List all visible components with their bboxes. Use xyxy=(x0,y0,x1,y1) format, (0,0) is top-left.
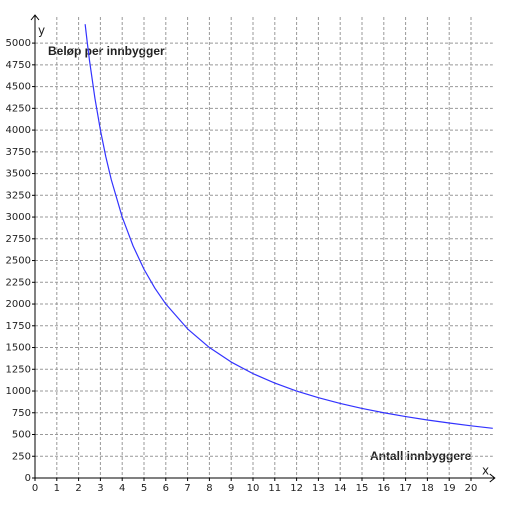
x-tick-label: 13 xyxy=(312,483,325,494)
y-tick-label: 1500 xyxy=(6,343,31,354)
x-tick-label: 15 xyxy=(356,483,369,494)
x-tick-label: 4 xyxy=(119,483,125,494)
y-tick-label: 4000 xyxy=(6,125,31,136)
x-tick-label: 14 xyxy=(334,483,347,494)
y-tick-label: 2000 xyxy=(6,299,31,310)
y-tick-label: 5000 xyxy=(6,38,31,49)
y-tick-label: 4250 xyxy=(6,103,31,114)
y-tick-label: 1000 xyxy=(6,386,31,397)
x-tick-label: 0 xyxy=(32,483,38,494)
y-axis-label: y xyxy=(38,24,45,38)
y-tick-label: 2250 xyxy=(6,277,31,288)
x-tick-label: 3 xyxy=(97,483,103,494)
x-tick-label: 18 xyxy=(421,483,434,494)
curve xyxy=(84,24,493,429)
x-tick-label: 8 xyxy=(206,483,212,494)
y-tick-label: 3750 xyxy=(6,147,31,158)
y-tick-label: 2500 xyxy=(6,256,31,267)
y-tick-label: 3250 xyxy=(6,190,31,201)
y-tick-label: 250 xyxy=(12,451,31,462)
x-tick-label: 20 xyxy=(465,483,478,494)
axis-arrow xyxy=(30,14,40,21)
y-tick-label: 500 xyxy=(12,430,31,441)
x-tick-label: 1 xyxy=(54,483,60,494)
y-tick-label: 4500 xyxy=(6,82,31,93)
x-tick-label: 2 xyxy=(75,483,81,494)
x-axis-label: x xyxy=(482,464,489,478)
x-tick-label: 9 xyxy=(228,483,234,494)
x-tick-label: 5 xyxy=(141,483,147,494)
x-tick-label: 10 xyxy=(247,483,260,494)
y-tick-label: 750 xyxy=(12,408,31,419)
y-tick-label: 4750 xyxy=(6,60,31,71)
x-tick-label: 7 xyxy=(184,483,190,494)
y-tick-label: 1750 xyxy=(6,321,31,332)
y-tick-label: 1250 xyxy=(6,364,31,375)
y-tick-label: 0 xyxy=(25,473,31,484)
x-tick-label: 16 xyxy=(377,483,390,494)
y-tick-label: 3000 xyxy=(6,212,31,223)
x-tick-label: 6 xyxy=(163,483,169,494)
x-tick-label: 11 xyxy=(268,483,281,494)
x-tick-label: 12 xyxy=(290,483,303,494)
annotation: Beløp per innbygger xyxy=(48,44,165,58)
x-tick-label: 19 xyxy=(443,483,456,494)
axis-arrow xyxy=(489,473,496,483)
y-tick-label: 2750 xyxy=(6,234,31,245)
y-tick-label: 3500 xyxy=(6,169,31,180)
x-tick-label: 17 xyxy=(399,483,412,494)
